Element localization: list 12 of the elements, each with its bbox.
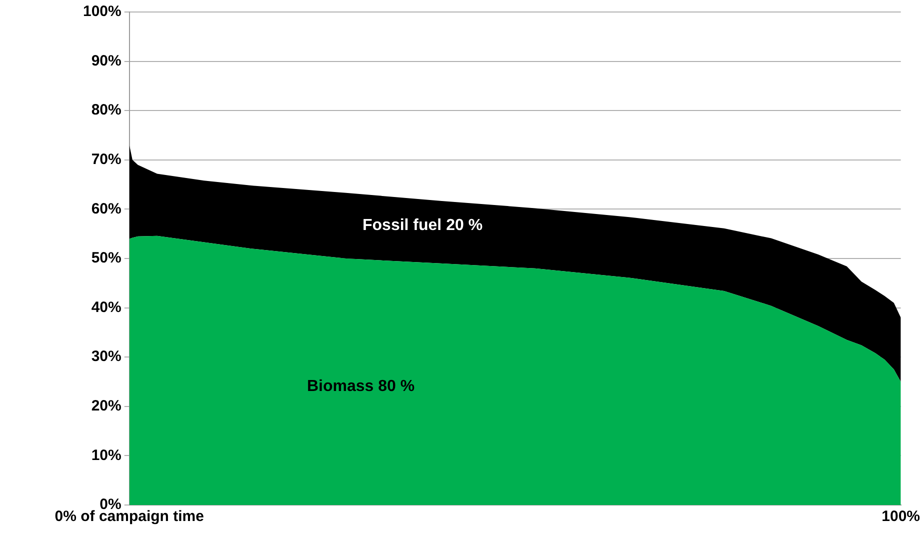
y-tick-label: 80% bbox=[91, 102, 122, 119]
y-tick-label: 60% bbox=[91, 200, 122, 218]
y-tick-label: 10% bbox=[91, 446, 122, 464]
y-tick-label: 100% bbox=[82, 3, 122, 20]
y-tick-label: 90% bbox=[91, 52, 122, 70]
y-tick-label: 20% bbox=[91, 398, 122, 415]
y-tick-label: 70% bbox=[91, 151, 122, 168]
y-tick-label: 30% bbox=[91, 348, 122, 366]
y-tick-label: 40% bbox=[91, 298, 122, 316]
series-label: Fossil fuel 20 % bbox=[362, 217, 483, 234]
y-tick-label: 50% bbox=[91, 250, 122, 267]
series-label: Biomass 80 % bbox=[306, 378, 415, 396]
